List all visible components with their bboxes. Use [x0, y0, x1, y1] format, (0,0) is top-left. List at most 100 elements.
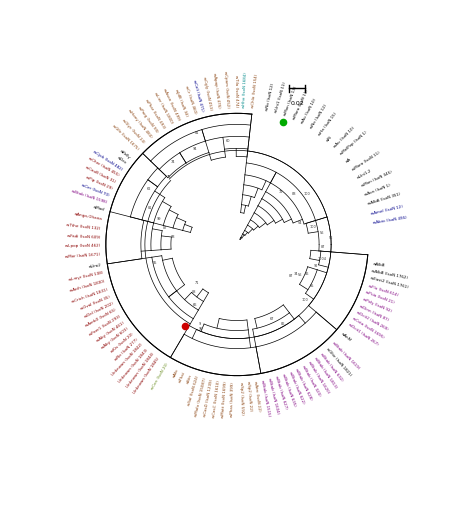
Text: wHa (IsoN 15): wHa (IsoN 15)	[318, 111, 338, 136]
Text: wMafo (IsoN 15087): wMafo (IsoN 15087)	[194, 378, 207, 417]
Text: wBtab (IsoN 320): wBtab (IsoN 320)	[301, 364, 321, 397]
Text: 67: 67	[269, 317, 274, 321]
Text: wCpam (IsoN 452): wCpam (IsoN 452)	[223, 71, 229, 108]
Text: wMon (IsoN 345): wMon (IsoN 345)	[361, 170, 393, 188]
Text: Unknown (IsoN 1845): Unknown (IsoN 1845)	[133, 357, 161, 394]
Text: 60: 60	[226, 139, 230, 143]
Text: 54: 54	[297, 221, 302, 225]
Text: wCr (IsoN 460): wCr (IsoN 460)	[183, 85, 197, 114]
Text: wUni1 (IsoN 11): wUni1 (IsoN 11)	[274, 82, 287, 113]
Text: wHho (IsoN 1684): wHho (IsoN 1684)	[242, 72, 248, 108]
Text: wAtrc (IsoN 22): wAtrc (IsoN 22)	[253, 380, 261, 411]
Text: wMara (IsoN 11): wMara (IsoN 11)	[351, 150, 381, 171]
Text: wKis (IsoN 20): wKis (IsoN 20)	[109, 332, 134, 353]
Text: wNo (IsoN 12): wNo (IsoN 12)	[265, 82, 275, 111]
Text: wDcit1 (IsoN 267): wDcit1 (IsoN 267)	[347, 323, 379, 347]
Text: wLpop (IsoN 462): wLpop (IsoN 462)	[64, 244, 100, 248]
Text: 87: 87	[289, 273, 293, 278]
Text: Unknown (IsoN 1842): Unknown (IsoN 1842)	[111, 343, 144, 377]
Text: 66: 66	[192, 303, 197, 307]
Text: wCauB (IsoN 31): wCauB (IsoN 31)	[84, 165, 116, 184]
Text: 86: 86	[305, 272, 310, 276]
Text: 74: 74	[171, 161, 175, 165]
Text: wPhas (IsoN 399): wPhas (IsoN 399)	[230, 382, 236, 417]
Text: wCher (IsoN 455): wCher (IsoN 455)	[87, 157, 119, 177]
Text: wAfe: wAfe	[172, 367, 180, 378]
Text: 75: 75	[167, 174, 171, 179]
Text: 100: 100	[302, 298, 309, 302]
Text: wCsto (IsoN 1695): wCsto (IsoN 1695)	[352, 317, 385, 340]
Text: wMelPop (IsoN 1): wMelPop (IsoN 1)	[339, 130, 368, 156]
Text: wAlbB (IsoN 1762): wAlbB (IsoN 1762)	[371, 269, 409, 280]
Text: wAu (IsoN 10): wAu (IsoN 10)	[301, 98, 318, 125]
Text: wJdB (IsoN 34): wJdB (IsoN 34)	[174, 89, 189, 117]
Text: 65: 65	[310, 284, 315, 288]
Text: wCasD (IsoN 1239): wCasD (IsoN 1239)	[203, 379, 214, 417]
Text: wHony (IsoN 484): wHony (IsoN 484)	[127, 109, 152, 139]
Text: wBtab (IsoN 1604): wBtab (IsoN 1604)	[267, 378, 280, 415]
Text: 87: 87	[163, 226, 167, 230]
Text: wCasC (IsoN 1610): wCasC (IsoN 1610)	[212, 380, 221, 418]
Text: 34: 34	[293, 272, 298, 277]
Text: wPsia (IsoN 21): wPsia (IsoN 21)	[365, 291, 395, 305]
Text: 9: 9	[199, 322, 201, 326]
Text: 100: 100	[310, 225, 317, 229]
Text: wBtab (IsoN 622): wBtab (IsoN 622)	[288, 370, 305, 404]
Text: wFlu (IsoN 614): wFlu (IsoN 614)	[367, 284, 398, 297]
Text: 95: 95	[199, 327, 203, 331]
Text: wGfir (IsoN 1675): wGfir (IsoN 1675)	[112, 124, 140, 151]
Text: wMatt (IsoN 1699): wMatt (IsoN 1699)	[221, 381, 228, 418]
Text: wAnM: wAnM	[340, 332, 352, 343]
Text: wDel (IsoN 202): wDel (IsoN 202)	[83, 302, 114, 319]
Text: Unknown (IsoN 1843): Unknown (IsoN 1843)	[118, 347, 149, 383]
Text: wAus (IsoN 1): wAus (IsoN 1)	[365, 184, 392, 197]
Text: wAnga-Ghana: wAnga-Ghana	[73, 212, 102, 222]
Text: wAby (IsoN 603): wAby (IsoN 603)	[101, 326, 129, 350]
Text: 81: 81	[194, 131, 199, 135]
Text: wGlyc (IsoN 24): wGlyc (IsoN 24)	[121, 119, 146, 145]
Text: 1004: 1004	[317, 258, 326, 262]
Text: 56: 56	[320, 230, 325, 234]
Text: 52: 52	[328, 236, 333, 240]
Text: wSp2 (IsoN 592): wSp2 (IsoN 592)	[238, 382, 244, 415]
Text: wAby (IsoN 461): wAby (IsoN 461)	[96, 321, 125, 343]
Text: wCali (IsoN 471): wCali (IsoN 471)	[192, 80, 205, 112]
Text: wBtab (IsoN 1620): wBtab (IsoN 1620)	[307, 361, 330, 394]
Text: 0.02: 0.02	[290, 101, 304, 106]
Text: wAcih (IsoN 1830): wAcih (IsoN 1830)	[69, 279, 105, 293]
Text: wKelly: wKelly	[119, 149, 132, 160]
Text: 88: 88	[192, 290, 196, 294]
Text: wFaer1 (IsoN 293): wFaer1 (IsoN 293)	[88, 314, 121, 337]
Text: wTila (IsoN 474): wTila (IsoN 474)	[234, 75, 238, 107]
Text: wAu (IsoN 10): wAu (IsoN 10)	[333, 126, 356, 149]
Text: 93: 93	[171, 234, 176, 239]
Text: wMor (IsoN 1671): wMor (IsoN 1671)	[65, 252, 100, 259]
Text: wCon (IsoN 20): wCon (IsoN 20)	[150, 362, 169, 390]
Text: wEast2 (IsoN 1761): wEast2 (IsoN 1761)	[370, 275, 409, 289]
Text: wRi: wRi	[326, 134, 333, 142]
Text: wUni1,2: wUni1,2	[356, 168, 372, 180]
Text: wBtab (IsoN 635): wBtab (IsoN 635)	[281, 373, 296, 407]
Text: 99: 99	[157, 217, 161, 221]
Text: wAmel (IsoN 12): wAmel (IsoN 12)	[370, 204, 403, 215]
Text: wPhar (IsoN 493): wPhar (IsoN 493)	[145, 98, 166, 129]
Text: wSp2 (IsoN 22): wSp2 (IsoN 22)	[246, 381, 252, 411]
Text: 87: 87	[321, 246, 325, 249]
Text: wGhir (IsoN 1821): wGhir (IsoN 1821)	[326, 347, 352, 377]
Text: wOval (IsoN 35): wOval (IsoN 35)	[80, 295, 111, 311]
Text: wBtab (IsoN 627): wBtab (IsoN 627)	[274, 376, 288, 410]
Text: wApap (IsoN 476): wApap (IsoN 476)	[212, 73, 221, 109]
Text: wCjoh (IsoN 482): wCjoh (IsoN 482)	[92, 149, 123, 171]
Text: wLmyr (IsoN 138): wLmyr (IsoN 138)	[68, 271, 103, 282]
Text: 86: 86	[281, 322, 285, 326]
Text: wCer (IsoN 70): wCer (IsoN 70)	[81, 183, 109, 197]
Text: wAson (IsoN 499): wAson (IsoN 499)	[162, 87, 181, 121]
Text: 62: 62	[146, 187, 151, 191]
Text: 81: 81	[148, 206, 153, 210]
Text: wParg (IsoN 99): wParg (IsoN 99)	[137, 106, 159, 134]
Text: wBtab (IsoN 632): wBtab (IsoN 632)	[319, 352, 343, 382]
Text: 83: 83	[292, 191, 296, 195]
Text: wFadi (IsoN 609): wFadi (IsoN 609)	[66, 233, 100, 239]
Text: 92: 92	[314, 264, 319, 268]
Text: 71: 71	[194, 282, 199, 285]
